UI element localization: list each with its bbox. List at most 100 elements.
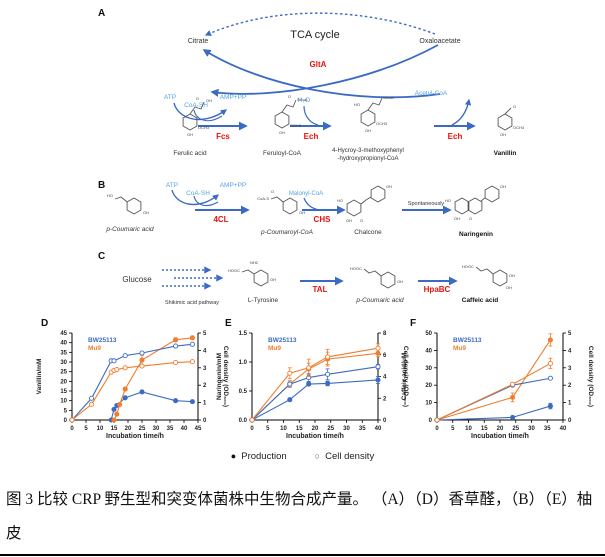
svg-text:CoA-S: CoA-S: [257, 196, 269, 201]
svg-text:3: 3: [568, 366, 572, 372]
svg-text:SCoA: SCoA: [297, 97, 308, 102]
panel-b-diagram: ATP CoA-SH AMP+PP 4CL Malonyl-CoA CHS Sp…: [105, 182, 506, 238]
glta-enzyme-label: GltA: [310, 60, 327, 69]
svg-text:OH: OH: [454, 216, 460, 221]
glta-curve-1: [210, 44, 439, 97]
l-tyrosine-name: L-Tyrosine: [248, 297, 279, 304]
svg-text:5: 5: [451, 426, 455, 432]
svg-text:0: 0: [203, 418, 207, 424]
svg-text:OH: OH: [346, 218, 352, 223]
ferulic-acid-name: Ferulic acid: [173, 150, 207, 157]
ferulic-acid-structure: OH O OCH3 OH: [182, 96, 212, 137]
panel-d-label: D: [41, 318, 49, 329]
svg-text:0: 0: [64, 418, 68, 424]
svg-text:3: 3: [203, 366, 207, 372]
tca-dashed-arrow: [204, 12, 436, 36]
svg-text:O: O: [513, 104, 516, 109]
svg-text:Cell density (OD₆₀₀): Cell density (OD₆₀₀): [222, 346, 229, 407]
svg-text:5: 5: [84, 426, 88, 432]
svg-text:OCH3: OCH3: [290, 123, 302, 128]
svg-text:15: 15: [111, 426, 118, 432]
svg-text:50: 50: [425, 331, 432, 337]
p-coumaroyl-coa-structure: CoA-S O OH: [257, 189, 305, 215]
open-circle-icon: ○: [314, 451, 321, 461]
svg-text:15: 15: [60, 389, 67, 395]
malonyl-swoop: [303, 197, 321, 211]
spontaneously-label: Spontaneously: [408, 201, 445, 207]
svg-text:Cell density (OD₆₀₀): Cell density (OD₆₀₀): [587, 346, 594, 407]
svg-text:25: 25: [512, 426, 519, 432]
svg-text:OH: OH: [397, 279, 403, 284]
vanillin-structure: O OCH3 OH: [497, 104, 525, 137]
svg-text:OH: OH: [509, 273, 515, 278]
svg-text:OH: OH: [365, 128, 371, 133]
svg-text:45: 45: [195, 426, 202, 432]
svg-text:20: 20: [125, 426, 132, 432]
naringenin-name: Naringenin: [459, 231, 493, 238]
svg-text:30: 30: [528, 426, 535, 432]
legend-production: ● Production: [231, 451, 287, 462]
svg-text:10: 10: [425, 401, 432, 407]
panel-f-label: F: [410, 318, 417, 329]
tal-enzyme-label: TAL: [313, 285, 328, 294]
svg-text:OH: OH: [299, 210, 305, 215]
legend-cell-density: ○ Cell density: [315, 451, 375, 462]
chalcone-structure: HO OH OH O: [337, 184, 392, 223]
tca-cycle-title: TCA cycle: [290, 29, 340, 41]
glucose-label: Glucose: [122, 275, 152, 284]
svg-text:35: 35: [60, 350, 67, 356]
p-coumaric-name-b: p-Coumaric acid: [105, 226, 154, 233]
svg-text:0.0: 0.0: [239, 418, 248, 424]
svg-text:OH: OH: [506, 285, 512, 290]
svg-text:35: 35: [359, 426, 366, 432]
svg-text:10: 10: [60, 399, 67, 405]
acetylcoa-label: Acetyl-CoA: [415, 90, 448, 97]
panel-a-label: A: [98, 8, 106, 19]
svg-text:20: 20: [425, 383, 432, 389]
svg-text:Mu9: Mu9: [88, 345, 101, 352]
svg-text:1: 1: [203, 401, 207, 407]
svg-text:10: 10: [97, 426, 104, 432]
svg-text:BW25113: BW25113: [88, 337, 117, 344]
svg-text:Incubation time/h: Incubation time/h: [286, 433, 344, 440]
svg-text:6: 6: [383, 353, 387, 359]
caffeic-acid-name: Caffeic acid: [462, 297, 499, 304]
svg-text:8: 8: [383, 331, 387, 337]
svg-text:20: 20: [497, 426, 504, 432]
svg-text:Caffeic acid/μM: Caffeic acid/μM: [401, 353, 408, 401]
coash-label-b: CoA-SH: [186, 190, 210, 197]
coash-label: CoA-SH: [184, 102, 208, 109]
svg-text:0: 0: [70, 426, 74, 432]
intermediate-structure: HO SCoA OCH3 OH: [354, 95, 394, 133]
svg-text:1.5: 1.5: [239, 331, 248, 337]
svg-text:OH: OH: [500, 184, 506, 189]
caffeic-acid-structure: HOOC OH OH: [462, 264, 515, 290]
svg-text:35: 35: [544, 426, 551, 432]
svg-text:OCH3: OCH3: [376, 121, 388, 126]
svg-text:Mu9: Mu9: [453, 345, 466, 352]
svg-text:40: 40: [181, 426, 188, 432]
vanillin-name: Vanillin: [494, 150, 517, 157]
citrate-label: Citrate: [188, 38, 209, 45]
svg-text:5: 5: [266, 426, 270, 432]
hpabc-enzyme-label: HpaBC: [424, 285, 451, 294]
ech2-enzyme-label: Ech: [448, 132, 463, 141]
svg-text:10: 10: [465, 426, 472, 432]
intermediate-name-line1: 4-Hycroy-3-methoxyphenyl: [332, 148, 404, 154]
svg-text:20: 20: [312, 426, 319, 432]
marker-legend: ● Production ○ Cell density: [0, 451, 605, 462]
svg-text:2: 2: [568, 383, 572, 389]
amppp-label: AMP+PP: [220, 94, 247, 101]
svg-text:2: 2: [203, 383, 207, 389]
atp-label: ATP: [164, 94, 176, 101]
p-coumaric-name-c: p-Coumaric acid: [355, 297, 404, 304]
svg-text:OH: OH: [386, 184, 392, 189]
amppp-label-b: AMP+PP: [220, 182, 247, 189]
svg-text:O: O: [271, 189, 274, 194]
svg-text:40: 40: [60, 341, 67, 347]
svg-text:HO: HO: [337, 198, 343, 203]
svg-text:Incubation time/h: Incubation time/h: [106, 433, 164, 440]
svg-text:30: 30: [60, 360, 67, 366]
p-coumaroyl-coa-name: p-Coumaroyl-CoA: [260, 229, 313, 236]
legend-production-label: Production: [241, 451, 287, 462]
